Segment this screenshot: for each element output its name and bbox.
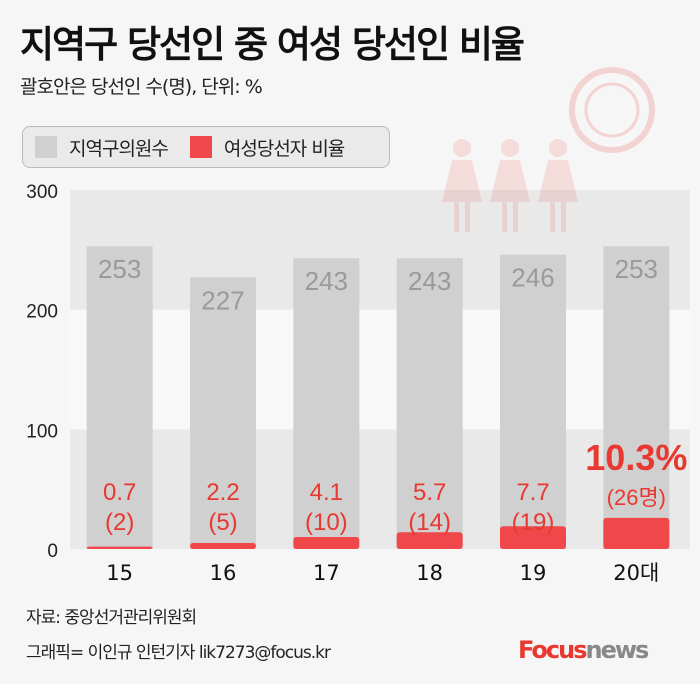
seat-bar <box>603 246 670 549</box>
y-tick-label: 0 <box>47 541 58 562</box>
source-note: 자료: 중앙선거관리위원회 <box>26 608 197 628</box>
count-label: (10) <box>305 509 348 536</box>
count-label: (19) <box>512 509 555 536</box>
women-bar <box>293 537 360 549</box>
count-label: (26명) <box>607 485 666 510</box>
ratio-label: 4.1 <box>310 479 343 506</box>
women-bar <box>500 526 566 549</box>
seat-value-label: 246 <box>511 263 554 293</box>
seat-bar <box>500 254 566 549</box>
legend-label-red: 여성당선자 비율 <box>223 137 345 160</box>
women-bar <box>190 543 256 549</box>
count-label: (14) <box>408 509 451 536</box>
ratio-label: 2.2 <box>206 479 239 506</box>
grid-band <box>70 309 690 430</box>
logo-focus: Focus <box>518 636 588 664</box>
count-label: (5) <box>208 509 237 536</box>
women-bar <box>603 517 670 549</box>
x-tick-label: 19 <box>520 561 547 585</box>
logo-news: news <box>585 636 650 664</box>
women-figures-icon <box>442 139 578 232</box>
seat-bar <box>293 258 360 549</box>
x-tick-label: 18 <box>416 561 443 585</box>
count-label: (2) <box>105 509 134 536</box>
legend-label-grey: 지역구의원수 <box>69 137 169 160</box>
y-tick-label: 300 <box>26 182 58 203</box>
seat-value-label: 253 <box>98 254 141 284</box>
seat-bar <box>396 258 463 549</box>
x-tick-label: 17 <box>313 561 340 585</box>
x-tick-label: 20대 <box>613 561 659 585</box>
ratio-label: 5.7 <box>413 479 446 506</box>
seat-value-label: 243 <box>408 266 451 296</box>
legend-swatch-red <box>189 136 212 158</box>
seat-value-label: 227 <box>201 285 244 315</box>
assembly-seal-icon <box>569 67 655 153</box>
grid-band <box>70 190 690 310</box>
ratio-label: 7.7 <box>516 479 549 506</box>
page-title: 지역구 당선인 중 여성 당선인 비율 <box>20 23 525 66</box>
credit-note: 그래픽= 이인규 인턴기자 lik7273@focus.kr <box>26 643 331 663</box>
legend: 지역구의원수 여성당선자 비율 <box>22 126 390 168</box>
ratio-label: 0.7 <box>103 479 136 506</box>
y-tick-label: 200 <box>26 302 58 323</box>
seat-bar <box>86 246 153 549</box>
x-tick-label: 15 <box>106 561 133 585</box>
seat-bar <box>190 277 256 549</box>
subtitle: 괄호안은 당선인 수(명), 단위: % <box>20 76 263 98</box>
focusnews-logo: Focusnews <box>518 636 650 664</box>
seat-value-label: 243 <box>305 266 348 296</box>
seat-value-label: 253 <box>615 254 658 284</box>
y-tick-label: 100 <box>26 421 58 442</box>
ratio-label: 10.3% <box>585 437 687 478</box>
x-tick-label: 16 <box>210 561 237 585</box>
women-bar <box>86 546 153 549</box>
grid-band <box>70 429 690 549</box>
women-bar <box>396 532 463 549</box>
legend-swatch-grey <box>35 136 57 158</box>
